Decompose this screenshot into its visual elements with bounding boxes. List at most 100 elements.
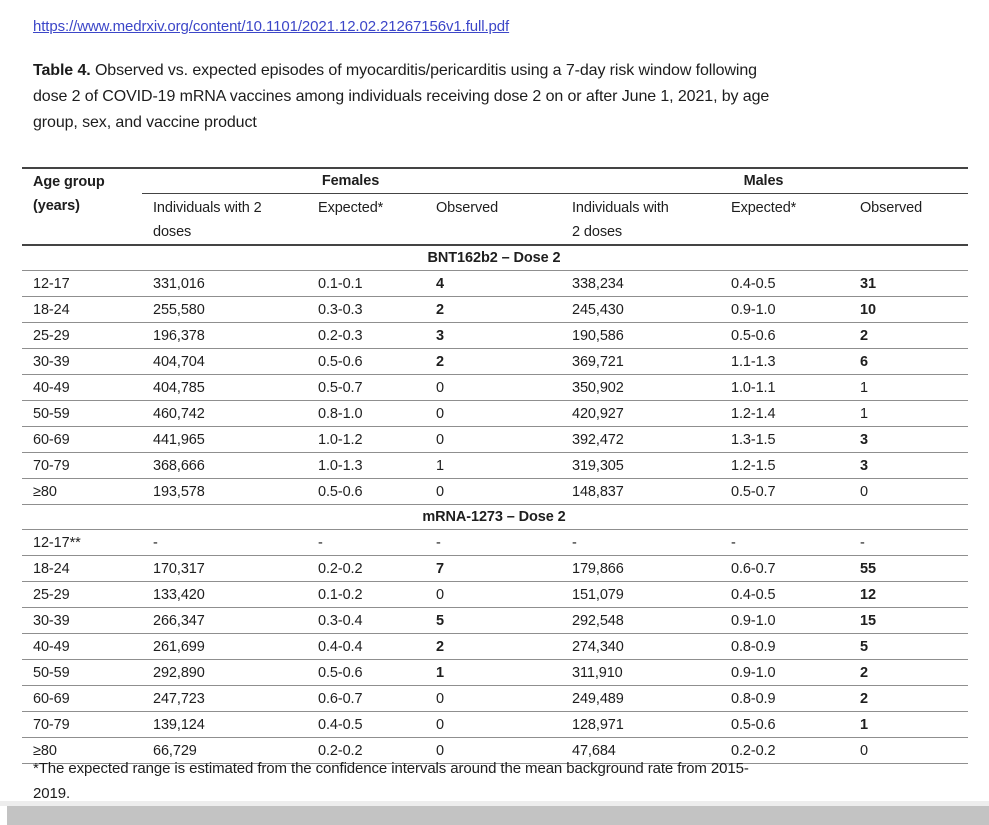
cell-age-group: 18-24	[22, 296, 142, 323]
cell-females-expected: 0.4-0.4	[307, 633, 425, 660]
cell-males-doses: 148,837	[561, 478, 720, 505]
cell-age-group: 50-59	[22, 659, 142, 686]
cell-males-doses: 128,971	[561, 711, 720, 738]
cell-males-observed: 2	[849, 659, 968, 686]
table-row: 70-79 368,666 1.0-1.3 1 319,305 1.2-1.5 3	[22, 452, 968, 479]
table-row: 30-39 404,704 0.5-0.6 2 369,721 1.1-1.3 6	[22, 348, 968, 375]
column-header-females-expected: Expected*	[307, 193, 425, 246]
cell-females-doses: 368,666	[142, 452, 307, 479]
cell-females-doses: -	[142, 529, 307, 556]
cell-females-expected: 0.5-0.6	[307, 478, 425, 505]
group-header-females: Females	[142, 168, 561, 194]
cell-females-doses: 139,124	[142, 711, 307, 738]
cell-females-observed: 1	[425, 452, 561, 479]
table-caption: Table 4. Observed vs. expected episodes …	[33, 58, 973, 136]
cell-males-observed: 3	[849, 452, 968, 479]
cell-age-group: 60-69	[22, 685, 142, 712]
cell-females-doses: 255,580	[142, 296, 307, 323]
table-row: 60-69 247,723 0.6-0.7 0 249,489 0.8-0.9 2	[22, 685, 968, 712]
cell-females-doses: 170,317	[142, 555, 307, 582]
cell-females-doses: 261,699	[142, 633, 307, 660]
cell-males-observed: 2	[849, 685, 968, 712]
cell-females-observed: 1	[425, 659, 561, 686]
cell-age-group: 40-49	[22, 374, 142, 401]
cell-males-expected: 1.2-1.5	[720, 452, 849, 479]
cell-males-observed: 55	[849, 555, 968, 582]
cell-males-observed: 6	[849, 348, 968, 375]
column-header-males-expected: Expected*	[720, 193, 849, 246]
column-header-females-doses: Individuals with 2 doses	[142, 193, 307, 246]
cell-age-group: 70-79	[22, 711, 142, 738]
cell-age-group: 25-29	[22, 322, 142, 349]
table-row: 40-49 404,785 0.5-0.7 0 350,902 1.0-1.1 1	[22, 374, 968, 401]
cell-females-observed: 0	[425, 374, 561, 401]
cell-females-expected: 0.2-0.2	[307, 555, 425, 582]
cell-males-doses: 179,866	[561, 555, 720, 582]
cell-females-observed: 0	[425, 711, 561, 738]
horizontal-scrollbar-track[interactable]	[0, 801, 989, 806]
caption-text: Observed vs. expected episodes of myocar…	[33, 62, 770, 131]
horizontal-scrollbar-thumb[interactable]	[7, 806, 989, 825]
cell-females-observed: 2	[425, 348, 561, 375]
cell-females-doses: 404,785	[142, 374, 307, 401]
cell-males-doses: 420,927	[561, 400, 720, 427]
cell-age-group: 70-79	[22, 452, 142, 479]
table-row: 12-17** - - - - - -	[22, 529, 968, 556]
cell-males-doses: -	[561, 529, 720, 556]
cell-females-doses: 66,729	[142, 737, 307, 764]
table-row: 30-39 266,347 0.3-0.4 5 292,548 0.9-1.0 15	[22, 607, 968, 634]
cell-females-expected: 0.5-0.6	[307, 659, 425, 686]
cell-males-expected: 1.2-1.4	[720, 400, 849, 427]
cell-males-observed: 0	[849, 478, 968, 505]
cell-males-observed: 2	[849, 322, 968, 349]
cell-males-observed: 15	[849, 607, 968, 634]
cell-females-expected: 0.2-0.3	[307, 322, 425, 349]
section-header-row: BNT162b2 – Dose 2	[22, 245, 968, 271]
cell-males-expected: 0.5-0.6	[720, 711, 849, 738]
cell-males-expected: 0.5-0.7	[720, 478, 849, 505]
cell-males-doses: 369,721	[561, 348, 720, 375]
cell-age-group: 12-17	[22, 270, 142, 297]
table-row: 50-59 292,890 0.5-0.6 1 311,910 0.9-1.0 2	[22, 659, 968, 686]
cell-males-expected: 0.2-0.2	[720, 737, 849, 764]
cell-females-doses: 331,016	[142, 270, 307, 297]
cell-age-group: 30-39	[22, 348, 142, 375]
cell-males-expected: 0.4-0.5	[720, 270, 849, 297]
cell-age-group: 18-24	[22, 555, 142, 582]
cell-males-observed: -	[849, 529, 968, 556]
cell-males-doses: 338,234	[561, 270, 720, 297]
cell-females-observed: 4	[425, 270, 561, 297]
cell-females-expected: 0.2-0.2	[307, 737, 425, 764]
column-header-males-doses: Individuals with 2 doses	[561, 193, 720, 246]
cell-females-doses: 193,578	[142, 478, 307, 505]
cell-females-doses: 292,890	[142, 659, 307, 686]
subheader-row: Individuals with 2 doses Expected* Obser…	[22, 193, 968, 246]
cell-females-doses: 196,378	[142, 322, 307, 349]
column-header-males-observed: Observed	[849, 193, 968, 246]
column-header-females-observed: Observed	[425, 193, 561, 246]
column-header-age-group: Age group (years)	[22, 168, 142, 246]
cell-males-doses: 245,430	[561, 296, 720, 323]
cell-males-expected: 0.4-0.5	[720, 581, 849, 608]
cell-females-expected: 1.0-1.3	[307, 452, 425, 479]
cell-males-expected: 0.9-1.0	[720, 607, 849, 634]
cell-age-group: 60-69	[22, 426, 142, 453]
cell-females-doses: 133,420	[142, 581, 307, 608]
cell-females-expected: 0.3-0.3	[307, 296, 425, 323]
cell-females-observed: 5	[425, 607, 561, 634]
caption-label: Table 4.	[33, 62, 91, 79]
cell-females-expected: 0.3-0.4	[307, 607, 425, 634]
cell-females-observed: 0	[425, 737, 561, 764]
cell-males-observed: 1	[849, 374, 968, 401]
table-row: 12-17 331,016 0.1-0.1 4 338,234 0.4-0.5 31	[22, 270, 968, 297]
cell-males-doses: 311,910	[561, 659, 720, 686]
cell-females-doses: 441,965	[142, 426, 307, 453]
cell-males-expected: -	[720, 529, 849, 556]
cell-males-doses: 190,586	[561, 322, 720, 349]
cell-males-doses: 392,472	[561, 426, 720, 453]
cell-females-expected: -	[307, 529, 425, 556]
cell-males-observed: 0	[849, 737, 968, 764]
cell-females-expected: 0.8-1.0	[307, 400, 425, 427]
pdf-url-link[interactable]: https://www.medrxiv.org/content/10.1101/…	[33, 18, 510, 35]
cell-males-expected: 0.9-1.0	[720, 296, 849, 323]
